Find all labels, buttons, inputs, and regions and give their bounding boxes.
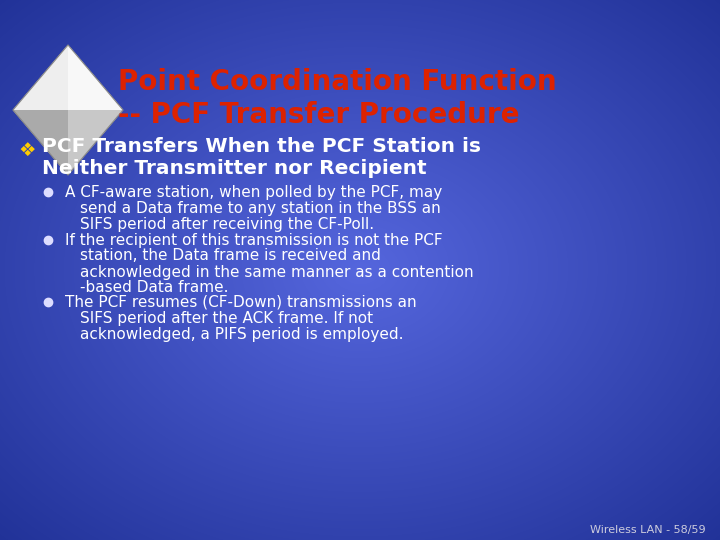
Text: Point Coordination Function: Point Coordination Function [118,68,557,96]
Text: If the recipient of this transmission is not the PCF: If the recipient of this transmission is… [65,233,443,247]
Polygon shape [13,45,68,110]
Text: The PCF resumes (CF-Down) transmissions an: The PCF resumes (CF-Down) transmissions … [65,294,417,309]
Text: A CF-aware station, when polled by the PCF, may: A CF-aware station, when polled by the P… [65,185,442,199]
Text: acknowledged, a PIFS period is employed.: acknowledged, a PIFS period is employed. [80,327,403,341]
Text: -based Data frame.: -based Data frame. [80,280,228,295]
Polygon shape [68,110,123,175]
Text: station, the Data frame is received and: station, the Data frame is received and [80,248,381,264]
Text: SIFS period after receiving the CF-Poll.: SIFS period after receiving the CF-Poll. [80,217,374,232]
Text: Wireless LAN - 58/59: Wireless LAN - 58/59 [590,525,706,535]
Text: -- PCF Transfer Procedure: -- PCF Transfer Procedure [118,101,520,129]
Text: PCF Transfers When the PCF Station is: PCF Transfers When the PCF Station is [42,138,481,157]
Polygon shape [13,45,123,175]
Text: Neither Transmitter nor Recipient: Neither Transmitter nor Recipient [42,159,427,178]
Text: send a Data frame to any station in the BSS an: send a Data frame to any station in the … [80,200,441,215]
Text: acknowledged in the same manner as a contention: acknowledged in the same manner as a con… [80,265,474,280]
Polygon shape [68,45,123,110]
Text: ❖: ❖ [18,140,35,159]
Polygon shape [13,110,68,175]
Text: SIFS period after the ACK frame. If not: SIFS period after the ACK frame. If not [80,310,373,326]
